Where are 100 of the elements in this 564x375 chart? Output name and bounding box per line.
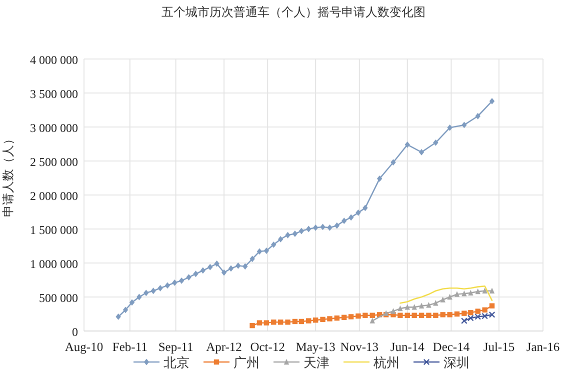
point xyxy=(306,318,312,324)
point xyxy=(327,316,332,322)
legend-label: 天津 xyxy=(304,355,330,370)
point xyxy=(454,291,460,297)
point xyxy=(236,262,241,269)
point xyxy=(320,224,326,230)
point xyxy=(164,282,170,289)
point xyxy=(489,303,495,308)
point xyxy=(404,141,410,148)
x-tick-label: May-13 xyxy=(296,340,336,354)
point xyxy=(271,241,276,248)
point xyxy=(390,308,396,314)
y-tick-label: 3 500 000 xyxy=(30,87,78,101)
y-tick-label: 0 xyxy=(72,325,78,339)
point xyxy=(454,311,460,317)
point xyxy=(306,226,312,232)
point xyxy=(278,236,284,242)
point xyxy=(447,124,452,131)
x-tick-label: Aug-10 xyxy=(64,340,104,354)
point xyxy=(172,280,178,286)
point xyxy=(418,148,424,156)
y-tick-label: 500 000 xyxy=(39,291,78,305)
x-tick-label: Sep-11 xyxy=(158,340,194,354)
point xyxy=(264,248,270,254)
point xyxy=(193,270,198,278)
point xyxy=(433,312,438,318)
point xyxy=(342,218,347,224)
point xyxy=(158,284,163,292)
point xyxy=(440,296,446,302)
point xyxy=(468,290,474,296)
point xyxy=(370,312,375,318)
legend-label: 杭州 xyxy=(372,355,400,370)
point xyxy=(144,290,149,296)
point xyxy=(412,312,417,318)
point xyxy=(482,288,488,294)
x-tick-label: Jun-14 xyxy=(390,340,426,354)
point xyxy=(462,310,467,316)
x-tick-label: Nov-13 xyxy=(340,340,378,354)
point xyxy=(186,274,192,280)
point xyxy=(278,320,284,325)
point xyxy=(404,312,410,318)
point xyxy=(489,98,495,104)
point xyxy=(334,222,340,229)
point xyxy=(489,288,495,294)
y-tick-label: 4 000 000 xyxy=(30,53,78,67)
point xyxy=(214,260,220,267)
point xyxy=(285,320,290,325)
legend-label: 广州 xyxy=(234,355,260,370)
point xyxy=(468,310,474,316)
legend-label: 深圳 xyxy=(444,355,470,370)
y-axis-title: 申请人数（人） xyxy=(1,133,15,217)
point xyxy=(250,322,255,328)
point xyxy=(320,316,326,322)
legend-label: 北京 xyxy=(164,355,190,370)
point xyxy=(475,112,480,120)
point xyxy=(271,320,276,325)
point xyxy=(362,312,368,318)
point xyxy=(418,312,424,318)
point xyxy=(256,320,262,326)
point xyxy=(334,315,340,321)
point xyxy=(200,267,206,274)
point xyxy=(440,312,446,318)
x-tick-label: Dec-14 xyxy=(432,340,470,354)
x-tick-label: Apr-12 xyxy=(206,340,242,354)
point xyxy=(398,305,403,312)
point xyxy=(178,277,184,284)
y-tick-label: 3 000 000 xyxy=(30,121,78,135)
point xyxy=(256,248,262,255)
point xyxy=(376,175,382,182)
point xyxy=(475,308,480,314)
point xyxy=(390,159,396,166)
y-tick-label: 2 500 000 xyxy=(30,155,78,169)
y-tick-label: 1 500 000 xyxy=(30,223,78,237)
point xyxy=(292,318,298,324)
x-tick-label: Jul-15 xyxy=(483,340,515,354)
point xyxy=(447,294,452,300)
point xyxy=(298,318,304,324)
point xyxy=(136,294,142,300)
x-tick-label: Feb-11 xyxy=(112,340,148,354)
point xyxy=(129,299,135,306)
point xyxy=(475,288,480,294)
point xyxy=(462,290,467,296)
point xyxy=(242,263,248,270)
point xyxy=(418,302,424,308)
point xyxy=(426,312,432,318)
point xyxy=(404,304,410,310)
point xyxy=(482,307,488,313)
x-tick-label: Jan-16 xyxy=(526,340,560,354)
point xyxy=(285,232,290,238)
point xyxy=(398,312,403,318)
point xyxy=(150,288,156,294)
point xyxy=(312,224,318,231)
point xyxy=(327,224,332,231)
point xyxy=(312,318,318,323)
point xyxy=(426,302,432,308)
point xyxy=(292,230,298,237)
point xyxy=(348,214,354,221)
point xyxy=(362,204,368,212)
y-tick-label: 2 000 000 xyxy=(30,189,78,203)
x-tick-label: Oct-12 xyxy=(250,340,285,354)
